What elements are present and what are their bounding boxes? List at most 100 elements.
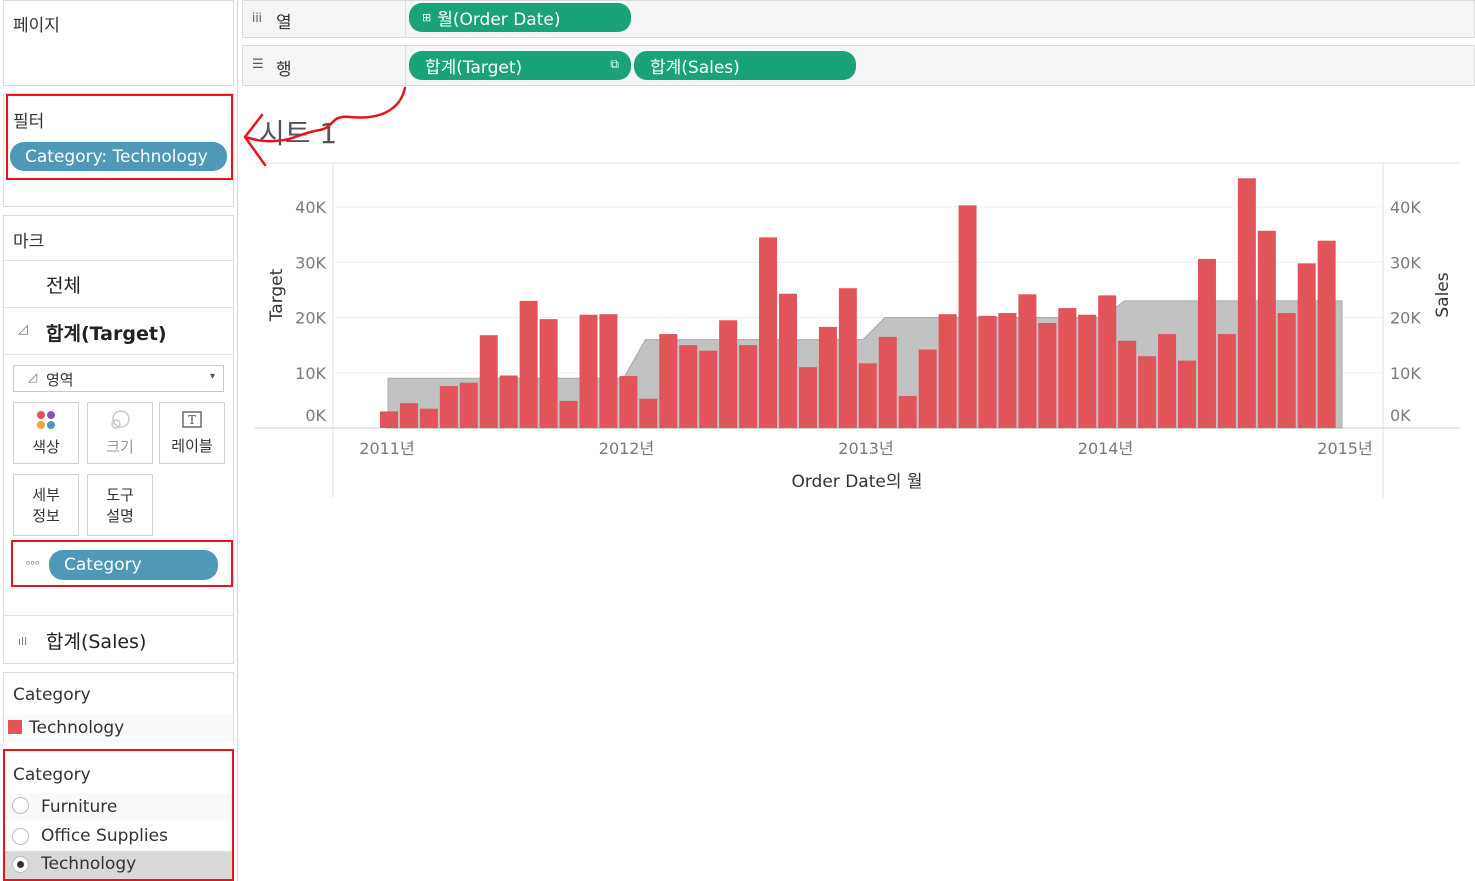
- sales-bar: [1217, 334, 1236, 428]
- mark-type-dropdown[interactable]: ◿ 영역 ▾: [13, 365, 224, 392]
- tooltip-button-label-2: 설명: [106, 507, 134, 525]
- y-tick-label-left: 0K: [305, 406, 326, 425]
- detail-button-label-2: 정보: [32, 507, 60, 525]
- target-pill-label: 합계(Target): [425, 58, 523, 78]
- category-filter-pill[interactable]: Category: Technology: [10, 142, 227, 171]
- sales-bar: [1038, 323, 1057, 428]
- filter-option-furniture[interactable]: Furniture: [4, 793, 233, 820]
- marks-panel: 마크 전체 ◿ 합계(Target) ◿ 영역 ▾ 색상 크기 T 레이블 세부…: [3, 215, 234, 664]
- sales-bar: [1058, 308, 1077, 428]
- sales-bar: [1158, 334, 1177, 428]
- sheet-title: 시트 1: [259, 117, 338, 150]
- pages-panel: 페이지: [3, 0, 234, 86]
- marks-title: 마크: [13, 232, 45, 252]
- sales-bar: [380, 411, 398, 428]
- detail-dots-icon: ᵒᵒᵒ: [26, 558, 40, 571]
- target-pill[interactable]: 합계(Target) ⧉: [409, 51, 631, 80]
- column-separator: [237, 0, 238, 881]
- option-label: Office Supplies: [41, 826, 168, 846]
- sales-bar: [419, 408, 438, 428]
- columns-icon: iii: [252, 11, 263, 25]
- label-button-label: 레이블: [171, 437, 213, 455]
- sales-bar: [659, 334, 678, 428]
- sales-bar: [818, 326, 837, 428]
- rows-icon: ☰: [252, 57, 264, 72]
- area-mark-icon: ◿: [18, 322, 28, 337]
- pages-title: 페이지: [13, 16, 60, 36]
- sales-bar: [579, 314, 598, 428]
- x-axis-title: Order Date의 월: [791, 472, 922, 492]
- sales-bar: [459, 382, 478, 428]
- color-button-label: 색상: [32, 438, 60, 456]
- y-axis-title-left: Target: [267, 268, 287, 322]
- size-button[interactable]: 크기: [87, 402, 153, 464]
- tooltip-button[interactable]: 도구 설명: [87, 474, 153, 536]
- detail-button[interactable]: 세부 정보: [13, 474, 79, 536]
- radio-furniture[interactable]: [12, 797, 29, 814]
- sales-bar: [719, 320, 738, 428]
- mark-type-value: 영역: [46, 371, 74, 389]
- marks-all-tab[interactable]: 전체: [46, 275, 81, 297]
- sales-bar: [739, 345, 758, 428]
- option-label: Furniture: [41, 797, 118, 817]
- sales-bar: [898, 395, 917, 428]
- color-button[interactable]: 색상: [13, 402, 79, 464]
- sales-bar: [798, 367, 817, 428]
- expand-icon: ⊞: [422, 11, 432, 24]
- area-mark-icon: ◿: [28, 370, 38, 384]
- x-tick-label: 2014년: [1078, 439, 1133, 458]
- sales-bar: [679, 345, 698, 428]
- y-tick-label-left: 40K: [295, 198, 326, 217]
- sales-bar: [479, 335, 498, 428]
- x-tick-label: 2011년: [359, 439, 414, 458]
- rows-shelf-label: 행: [276, 60, 292, 80]
- divider: [4, 615, 233, 616]
- x-tick-label: 2012년: [599, 439, 654, 458]
- sales-bar: [958, 205, 977, 428]
- radio-office-supplies[interactable]: [12, 828, 29, 845]
- annotation-arrow: [243, 86, 407, 167]
- sales-bar: [1197, 258, 1216, 428]
- sales-bar: [918, 349, 937, 428]
- y-axis-title-right: Sales: [1433, 272, 1453, 317]
- bar-mark-icon: ıll: [18, 635, 28, 648]
- y-tick-label-left: 30K: [295, 253, 326, 272]
- sales-bar: [599, 314, 618, 428]
- radio-technology[interactable]: [12, 856, 29, 873]
- sales-bar: [1078, 314, 1097, 428]
- legend-swatch: [8, 720, 22, 734]
- category-detail-pill[interactable]: Category: [49, 550, 218, 580]
- sales-bar: [619, 376, 638, 428]
- label-button[interactable]: T 레이블: [159, 402, 225, 464]
- sales-bar: [639, 398, 658, 428]
- x-tick-label: 2013년: [838, 439, 893, 458]
- sales-bar: [858, 363, 877, 428]
- option-label: Technology: [41, 854, 137, 874]
- sales-bar: [699, 350, 718, 428]
- legend-item[interactable]: Technology: [4, 714, 233, 742]
- divider: [405, 46, 406, 86]
- legend-item-label: Technology: [29, 718, 125, 738]
- y-tick-label-left: 10K: [295, 364, 326, 383]
- sales-bar: [559, 400, 578, 428]
- color-legend-panel: Category Technology: [3, 672, 234, 742]
- marks-sales-tab[interactable]: 합계(Sales): [46, 631, 147, 653]
- order-date-pill[interactable]: ⊞ 월(Order Date): [409, 3, 631, 32]
- y-tick-label-right: 40K: [1390, 198, 1421, 217]
- filter-option-technology[interactable]: Technology: [4, 851, 233, 880]
- sales-bar: [1178, 360, 1196, 428]
- sales-bar: [439, 386, 458, 428]
- filters-panel: 필터 Category: Technology: [3, 93, 234, 207]
- marks-target-tab[interactable]: 합계(Target): [46, 323, 167, 345]
- y-tick-label-left: 20K: [295, 309, 326, 328]
- detail-button-label-1: 세부: [32, 486, 60, 504]
- sales-pill[interactable]: 합계(Sales): [634, 51, 856, 80]
- sales-bar: [878, 336, 897, 428]
- sales-bar: [838, 288, 857, 428]
- sales-bar: [779, 293, 797, 428]
- filter-option-office-supplies[interactable]: Office Supplies: [4, 824, 233, 850]
- chart-area: 0K 0K 10K 10K 20K 20K 30K 30K 40K 40K 2011년 2012년 20…: [255, 162, 1460, 498]
- divider: [4, 307, 233, 308]
- columns-shelf-label: 열: [276, 13, 292, 33]
- sales-bar: [1237, 178, 1256, 428]
